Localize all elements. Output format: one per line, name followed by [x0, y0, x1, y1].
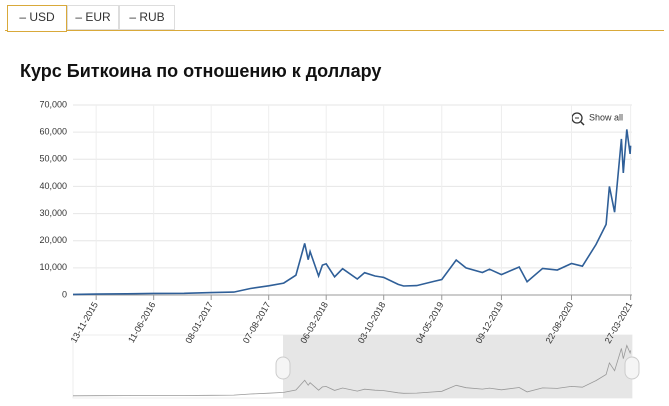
y-tick-label: 40,000 — [39, 181, 67, 191]
y-tick-label: 10,000 — [39, 262, 67, 272]
tab-label[interactable]: – EUR — [75, 10, 111, 24]
tab[interactable] — [67, 5, 119, 30]
zoom-icon[interactable] — [580, 121, 585, 126]
tab-active[interactable] — [7, 5, 67, 32]
tab-label[interactable]: – USD — [19, 10, 55, 24]
zoom-icon[interactable] — [571, 112, 583, 124]
y-tick-label: 60,000 — [39, 127, 67, 137]
price-line — [72, 129, 632, 296]
y-tick-label: 0 — [62, 289, 67, 299]
y-tick-label: 20,000 — [39, 235, 67, 245]
reset-zoom[interactable]: Show all — [589, 112, 623, 122]
navigator-handle[interactable] — [624, 356, 640, 380]
navigator-handle[interactable] — [275, 356, 291, 380]
y-tick-label: 50,000 — [39, 154, 67, 164]
navigator-line — [72, 344, 631, 397]
navigator-window[interactable] — [283, 335, 632, 398]
tab[interactable] — [119, 5, 175, 30]
chart-title: Курс Биткоина по отношению к доллару — [20, 61, 381, 81]
y-tick-label: 70,000 — [39, 99, 67, 109]
tab-label[interactable]: – RUB — [129, 10, 164, 24]
y-tick-label: 30,000 — [39, 208, 67, 218]
